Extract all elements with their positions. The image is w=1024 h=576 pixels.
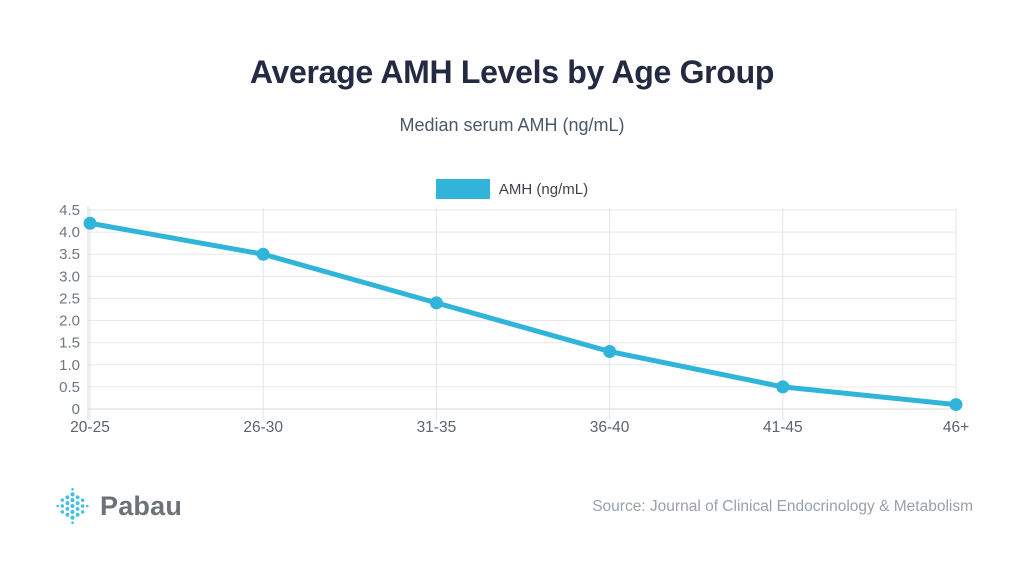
logo-dot [65,501,70,506]
logo-dot [60,510,65,514]
logo-dot [80,510,85,514]
data-point [256,247,270,261]
logo-dot [71,488,74,491]
line-chart: 4.5 4.0 3.5 3.0 2.5 2.0 1.5 1.0 0.5 020-25 26-30 31… [59,202,969,436]
x-tick-label: 36-40 [590,419,630,436]
logo-dot [86,504,89,508]
legend-swatch-icon [435,179,490,199]
data-point [949,398,963,412]
y-tick-label: 0.5 [59,379,80,396]
y-tick-label: 2.5 [59,290,80,307]
logo-dot [75,512,80,517]
y-tick-label: 3.0 [59,268,80,285]
pabau-logo: Pabau [54,486,182,526]
y-tick-label: 0 [72,401,80,418]
horizontal-gridlines [88,209,956,410]
y-tick-label: 1.5 [59,335,80,352]
x-tick-label: 41-45 [763,419,803,436]
logo-dot [75,495,80,500]
logo-dot [80,498,85,502]
x-axis-labels: 20-25 26-30 31-35 36-40 41-45 46+ [70,419,969,436]
y-tick-label: 1.0 [59,357,80,374]
data-point [603,345,617,359]
logo-dot [80,504,85,508]
data-point [83,216,97,230]
x-tick-label: 46+ [943,419,969,436]
legend-label: AMH (ng/mL) [498,180,589,198]
logo-dot [70,498,75,503]
logo-dots-icon [56,488,89,524]
logo-dot [70,503,75,509]
y-axis-labels: 4.5 4.0 3.5 3.0 2.5 2.0 1.5 1.0 0.5 0 [59,202,80,418]
logo-dot [70,492,75,497]
series-line [87,220,959,408]
logo-dot [71,521,74,524]
data-point [776,380,790,394]
vertical-gridlines [89,208,957,420]
logo-dot [65,495,70,500]
logo-dot [75,506,80,511]
logo-dot [70,515,75,520]
x-tick-label: 31-35 [417,419,457,436]
logo-dot [70,509,75,514]
x-tick-label: 20-25 [70,419,110,436]
logo-dot [60,504,65,508]
logo-dot [60,498,65,502]
logo-dot [75,501,80,506]
source-attribution: Source: Journal of Clinical Endocrinolog… [592,498,973,515]
logo-dot [65,506,70,511]
x-tick-label: 26-30 [243,419,283,436]
chart-legend: AMH (ng/mL) [0,179,1024,199]
y-tick-label: 4.5 [59,202,80,219]
chart-subtitle: Median serum AMH (ng/mL) [399,115,625,135]
brand-name: Pabau [100,490,183,521]
y-tick-label: 4.0 [59,224,80,241]
y-tick-label: 2.0 [59,313,80,330]
logo-dot [65,512,70,517]
chart-title: Average AMH Levels by Age Group [249,54,775,90]
logo-dot [56,504,59,508]
y-tick-label: 3.5 [59,246,80,263]
data-point [429,296,443,310]
